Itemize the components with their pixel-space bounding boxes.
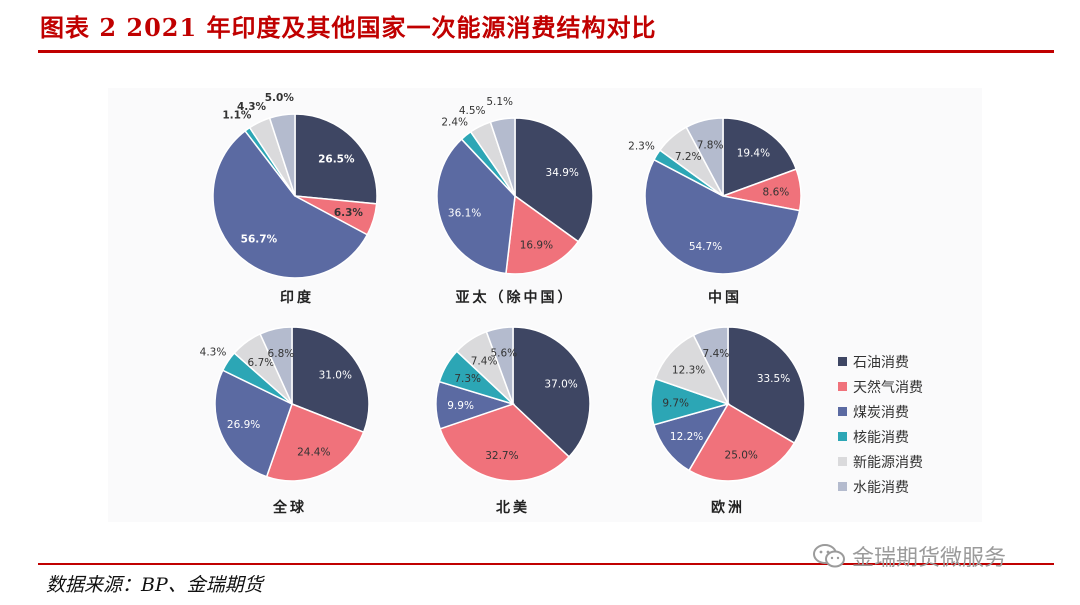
legend-swatch	[838, 457, 847, 466]
data-label: 4.5%	[459, 105, 486, 117]
data-label: 5.0%	[265, 92, 295, 104]
source-note: 数据来源：BP、金瑞期货	[46, 574, 263, 596]
legend-swatch	[838, 357, 847, 366]
pie-slice	[722, 117, 798, 198]
data-label: 56.7%	[241, 234, 278, 246]
pie-slice	[512, 326, 591, 458]
legend-item: 石油消费	[838, 349, 923, 374]
pie-slice	[692, 326, 729, 405]
legend-item: 天然气消费	[838, 374, 923, 399]
pie-slice	[727, 326, 806, 445]
data-label: 16.9%	[520, 240, 553, 252]
data-label: 19.4%	[737, 148, 770, 160]
legend-swatch	[838, 432, 847, 441]
data-label: 6.3%	[334, 207, 364, 219]
watermark-text: 金瑞期货微服务	[852, 546, 1007, 571]
data-label: 34.9%	[546, 167, 579, 179]
pie-title: 中国	[708, 289, 742, 306]
legend-item: 核能消费	[838, 424, 923, 449]
footer-divider	[38, 563, 1054, 565]
pie-slice	[685, 117, 724, 197]
watermark: 金瑞期货微服务	[812, 540, 1006, 572]
pie-title: 印度	[280, 289, 314, 306]
data-label: 7.4%	[471, 355, 498, 367]
data-label: 37.0%	[544, 378, 577, 390]
data-label: 2.3%	[628, 140, 655, 152]
pie-title: 全球	[272, 499, 307, 516]
data-label: 32.7%	[485, 450, 518, 462]
legend-swatch	[838, 382, 847, 391]
data-label: 7.2%	[675, 151, 702, 163]
legend: 石油消费 天然气消费 煤炭消费 核能消费 新能源消费 水能消费	[838, 349, 923, 499]
pie-slice	[265, 403, 365, 482]
wechat-icon	[813, 544, 845, 568]
data-label: 12.2%	[670, 431, 703, 443]
legend-label: 煤炭消费	[853, 404, 909, 421]
data-label: 12.3%	[672, 365, 705, 377]
data-label: 9.9%	[447, 400, 474, 412]
data-label: 36.1%	[448, 208, 481, 220]
data-label: 24.4%	[297, 447, 330, 459]
pie-slice	[688, 402, 796, 482]
data-label: 5.1%	[486, 96, 513, 108]
legend-label: 水能消费	[853, 479, 909, 496]
pie-slice	[514, 117, 594, 243]
pie-slice	[268, 113, 296, 197]
title-divider	[38, 50, 1054, 53]
pie-title: 欧洲	[711, 499, 745, 516]
data-label: 26.9%	[227, 419, 260, 431]
pie-slice	[485, 326, 514, 405]
data-label: 5.6%	[490, 347, 517, 359]
pie-slice	[654, 334, 730, 406]
data-label: 6.8%	[268, 348, 295, 360]
pie-slice	[644, 158, 801, 275]
legend-label: 新能源消费	[853, 454, 923, 471]
data-label: 26.5%	[318, 154, 355, 166]
pie-slice	[212, 129, 369, 279]
data-label: 31.0%	[319, 370, 352, 382]
data-label: 2.4%	[441, 116, 468, 128]
legend-item: 新能源消费	[838, 449, 923, 474]
data-label: 4.3%	[237, 101, 267, 113]
data-label: 9.7%	[662, 397, 689, 409]
pie-slice	[291, 326, 370, 434]
legend-swatch	[838, 482, 847, 491]
pie-slice	[259, 326, 293, 405]
pie-slice	[505, 194, 580, 275]
legend-label: 天然气消费	[853, 379, 923, 396]
pie-slice	[214, 369, 293, 478]
page-title: 图表 2 2021 年印度及其他国家一次能源消费结构对比	[40, 13, 657, 42]
pie-slice	[652, 402, 730, 472]
data-label: 8.6%	[763, 187, 790, 199]
data-label: 25.0%	[725, 450, 758, 462]
pie-title: 亚太（除中国）	[456, 289, 575, 306]
legend-item: 水能消费	[838, 474, 923, 499]
legend-label: 石油消费	[853, 354, 909, 371]
pie-slice	[436, 138, 516, 275]
data-label: 7.3%	[454, 373, 481, 385]
pie-slice	[489, 117, 516, 197]
data-label: 54.7%	[689, 241, 722, 253]
legend-swatch	[838, 407, 847, 416]
data-label: 4.3%	[200, 346, 227, 358]
pie-slice	[294, 113, 378, 205]
data-label: 7.4%	[703, 348, 730, 360]
data-label: 6.7%	[248, 357, 275, 369]
legend-item: 煤炭消费	[838, 399, 923, 424]
data-label: 1.1%	[222, 110, 252, 122]
data-label: 7.8%	[697, 140, 724, 152]
pie-slice	[439, 403, 571, 482]
legend-label: 核能消费	[853, 429, 909, 446]
pie-title: 北美	[496, 499, 530, 516]
data-label: 33.5%	[757, 373, 790, 385]
